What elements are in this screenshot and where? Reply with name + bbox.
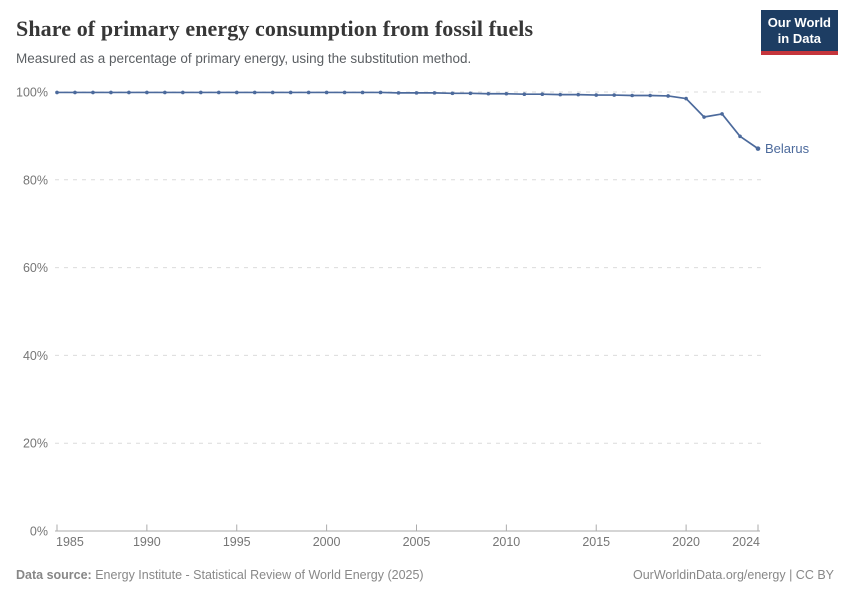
y-axis-tick-label: 0% <box>30 525 48 539</box>
chart-subtitle: Measured as a percentage of primary ener… <box>16 51 472 66</box>
x-axis-tick-label: 2010 <box>492 535 520 549</box>
data-point <box>504 91 509 96</box>
data-point <box>630 93 634 98</box>
data-point <box>486 91 491 96</box>
data-point <box>181 90 185 95</box>
y-axis-tick-label: 20% <box>23 437 48 451</box>
data-point <box>576 92 581 97</box>
y-axis-tick-label: 40% <box>23 349 48 363</box>
data-point <box>145 90 149 95</box>
data-point <box>558 92 563 97</box>
owid-url-license-link[interactable]: OurWorldinData.org/energy | CC BY <box>632 568 834 582</box>
data-point <box>702 115 706 119</box>
data-point <box>594 93 599 97</box>
data-point <box>216 90 221 95</box>
x-axis-tick-label: 2020 <box>672 535 700 549</box>
x-axis-tick-label: 2005 <box>403 535 431 549</box>
x-axis-tick-label: 1985 <box>56 535 84 549</box>
data-point <box>55 90 59 95</box>
data-point <box>684 96 688 101</box>
data-point <box>342 90 347 95</box>
y-axis-tick-label: 60% <box>23 261 48 275</box>
x-axis-tick-label: 1995 <box>223 535 251 549</box>
data-point <box>109 90 113 95</box>
data-point <box>648 93 652 98</box>
data-point <box>360 90 365 95</box>
data-point <box>450 91 455 96</box>
x-axis-tick-label: 2000 <box>313 535 341 549</box>
data-point <box>270 90 275 95</box>
data-point <box>540 92 545 96</box>
data-point <box>198 90 203 95</box>
data-point <box>378 90 383 95</box>
data-point <box>432 91 437 95</box>
data-point <box>612 93 617 97</box>
owid-logo[interactable]: Our World in Data <box>760 10 838 56</box>
data-line-belarus <box>56 91 759 150</box>
data-point <box>468 91 473 96</box>
data-source-label: Data source: <box>16 568 92 582</box>
data-point <box>91 90 95 95</box>
data-point <box>234 90 239 95</box>
data-point <box>738 134 742 139</box>
data-point <box>666 94 670 98</box>
data-point <box>522 92 527 96</box>
y-axis-tick-label: 80% <box>23 173 48 187</box>
data-point <box>324 90 329 95</box>
owid-logo-text-line1: Our World <box>767 15 831 30</box>
chart-title: Share of primary energy consumption from… <box>16 16 534 41</box>
data-source-text: Energy Institute - Statistical Review of… <box>91 568 424 582</box>
data-point <box>396 91 401 95</box>
data-point <box>127 90 131 95</box>
data-point <box>306 90 311 95</box>
data-point <box>163 90 167 95</box>
data-point <box>73 90 77 95</box>
data-point <box>414 91 419 95</box>
y-axis-tick-label: 100% <box>16 86 48 100</box>
data-source-note: Data source: Energy Institute - Statisti… <box>16 568 424 582</box>
owid-logo-text-line2: in Data <box>777 30 822 46</box>
x-axis-tick-label: 2024 <box>732 535 760 549</box>
x-axis-tick-label: 1990 <box>133 535 161 549</box>
data-point <box>252 90 257 95</box>
data-point <box>720 112 724 116</box>
data-point <box>755 146 761 151</box>
data-point <box>288 90 293 95</box>
entity-label: Belarus <box>765 141 810 156</box>
x-axis-tick-label: 2015 <box>582 535 610 549</box>
chart-footer: Data source: Energy Institute - Statisti… <box>16 568 834 582</box>
